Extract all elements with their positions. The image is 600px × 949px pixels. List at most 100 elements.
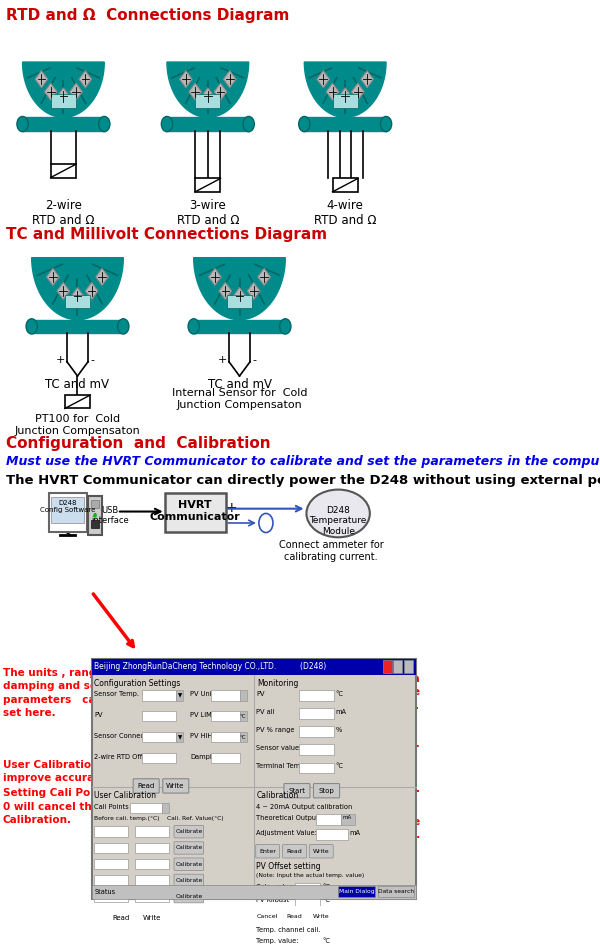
FancyBboxPatch shape bbox=[239, 711, 247, 721]
FancyBboxPatch shape bbox=[239, 732, 247, 742]
Polygon shape bbox=[304, 62, 386, 118]
FancyBboxPatch shape bbox=[91, 520, 100, 528]
Text: 4-wire
RTD and Ω: 4-wire RTD and Ω bbox=[314, 199, 376, 228]
FancyBboxPatch shape bbox=[299, 726, 334, 736]
Text: PV Offset setting: PV Offset setting bbox=[256, 862, 321, 871]
Text: mA: mA bbox=[349, 830, 361, 836]
Polygon shape bbox=[47, 269, 59, 286]
FancyBboxPatch shape bbox=[176, 732, 183, 742]
Polygon shape bbox=[258, 269, 271, 286]
Text: Start: Start bbox=[288, 788, 305, 793]
Polygon shape bbox=[352, 84, 364, 101]
FancyBboxPatch shape bbox=[295, 896, 320, 906]
Text: °C: °C bbox=[240, 715, 246, 719]
FancyBboxPatch shape bbox=[94, 843, 128, 853]
Text: Configuration Settings: Configuration Settings bbox=[94, 679, 181, 688]
FancyBboxPatch shape bbox=[239, 690, 247, 700]
Text: Theoretical Output:: Theoretical Output: bbox=[256, 815, 321, 821]
FancyBboxPatch shape bbox=[52, 497, 84, 523]
FancyBboxPatch shape bbox=[65, 295, 90, 308]
Polygon shape bbox=[223, 70, 236, 87]
FancyBboxPatch shape bbox=[309, 909, 333, 922]
Text: Calibrate the output current .: Calibrate the output current . bbox=[245, 738, 420, 749]
FancyBboxPatch shape bbox=[404, 661, 413, 673]
Text: mA: mA bbox=[335, 709, 346, 716]
FancyBboxPatch shape bbox=[94, 859, 128, 869]
FancyBboxPatch shape bbox=[332, 94, 358, 107]
FancyBboxPatch shape bbox=[174, 874, 203, 886]
FancyBboxPatch shape bbox=[92, 659, 416, 899]
Ellipse shape bbox=[307, 490, 370, 537]
Text: °C: °C bbox=[335, 764, 343, 770]
Text: 2-wire RTD Offset: 2-wire RTD Offset bbox=[94, 754, 153, 760]
Polygon shape bbox=[79, 70, 92, 87]
Circle shape bbox=[118, 319, 129, 334]
Text: Calc. value:: Calc. value: bbox=[256, 884, 295, 890]
FancyBboxPatch shape bbox=[316, 814, 341, 825]
FancyBboxPatch shape bbox=[142, 690, 176, 700]
Text: D248
Temperature
Module: D248 Temperature Module bbox=[310, 506, 367, 535]
Circle shape bbox=[280, 319, 291, 334]
FancyBboxPatch shape bbox=[211, 732, 239, 742]
Text: +: + bbox=[225, 500, 237, 514]
Text: PV LIM: PV LIM bbox=[190, 712, 212, 718]
FancyBboxPatch shape bbox=[299, 708, 334, 718]
Text: Write: Write bbox=[313, 914, 329, 919]
Text: Calibrate: Calibrate bbox=[175, 894, 202, 899]
Text: PV: PV bbox=[94, 712, 103, 718]
Circle shape bbox=[26, 319, 37, 334]
FancyBboxPatch shape bbox=[283, 909, 307, 922]
Text: Sensor value: Sensor value bbox=[256, 745, 299, 752]
Text: damping and sensor: damping and sensor bbox=[3, 681, 122, 692]
Polygon shape bbox=[71, 288, 84, 305]
Circle shape bbox=[380, 117, 392, 132]
FancyBboxPatch shape bbox=[174, 842, 203, 854]
FancyBboxPatch shape bbox=[283, 845, 307, 858]
Text: Calibrate: Calibrate bbox=[175, 862, 202, 866]
Text: Read: Read bbox=[287, 848, 302, 854]
FancyBboxPatch shape bbox=[195, 94, 220, 107]
Text: TC and mV: TC and mV bbox=[208, 378, 272, 391]
Polygon shape bbox=[317, 70, 329, 87]
Text: parameters   can be: parameters can be bbox=[3, 695, 121, 705]
Text: Read: Read bbox=[287, 914, 302, 919]
Text: Connect ammeter for
calibrating current.: Connect ammeter for calibrating current. bbox=[279, 540, 383, 562]
Text: Beijing ZhongRunDaCheng Technology CO.,LTD.          (D248): Beijing ZhongRunDaCheng Technology CO.,L… bbox=[94, 662, 326, 671]
Polygon shape bbox=[32, 258, 123, 320]
Text: Data search: Data search bbox=[378, 889, 414, 894]
Text: Setting Cali Points to: Setting Cali Points to bbox=[3, 789, 128, 798]
Text: °C: °C bbox=[322, 884, 330, 890]
Polygon shape bbox=[194, 320, 286, 333]
Text: PT100 for  Cold
Junction Compensaton: PT100 for Cold Junction Compensaton bbox=[14, 414, 140, 436]
Text: HVRT
Communicator: HVRT Communicator bbox=[150, 500, 241, 522]
FancyBboxPatch shape bbox=[94, 891, 128, 902]
Polygon shape bbox=[44, 84, 57, 101]
Text: to   read  real-time: to read real-time bbox=[309, 687, 420, 698]
Polygon shape bbox=[35, 70, 48, 87]
Text: The HVRT Communicator can directly power the D248 without using external power。: The HVRT Communicator can directly power… bbox=[5, 474, 600, 488]
Polygon shape bbox=[23, 118, 104, 131]
FancyBboxPatch shape bbox=[299, 690, 334, 700]
Text: +: + bbox=[55, 355, 65, 364]
Polygon shape bbox=[32, 320, 123, 333]
Text: PV Kilbast: PV Kilbast bbox=[256, 897, 290, 903]
Text: set here.: set here. bbox=[3, 708, 55, 718]
FancyBboxPatch shape bbox=[142, 732, 176, 742]
Text: Press Start button: Press Start button bbox=[311, 674, 420, 684]
Text: mA: mA bbox=[343, 815, 352, 820]
Circle shape bbox=[17, 117, 28, 132]
Text: Enter: Enter bbox=[259, 848, 276, 854]
Text: Calibrate: Calibrate bbox=[175, 878, 202, 883]
Text: Configuration  and  Calibration: Configuration and Calibration bbox=[5, 437, 270, 451]
Text: Read: Read bbox=[137, 783, 154, 789]
Polygon shape bbox=[304, 118, 386, 131]
FancyBboxPatch shape bbox=[211, 711, 239, 721]
FancyBboxPatch shape bbox=[295, 883, 320, 893]
FancyBboxPatch shape bbox=[92, 659, 416, 675]
FancyBboxPatch shape bbox=[135, 843, 169, 853]
FancyBboxPatch shape bbox=[313, 784, 340, 798]
Polygon shape bbox=[233, 288, 246, 305]
FancyBboxPatch shape bbox=[51, 164, 76, 177]
FancyBboxPatch shape bbox=[91, 500, 100, 508]
Text: -: - bbox=[252, 355, 256, 364]
